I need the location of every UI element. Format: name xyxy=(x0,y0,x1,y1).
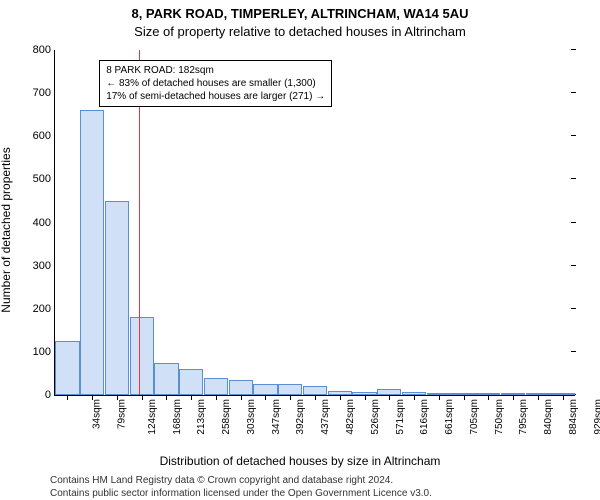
x-tick-mark xyxy=(389,395,390,400)
x-tick-label: 437sqm xyxy=(320,399,331,435)
x-tick-label: 571sqm xyxy=(395,399,406,435)
x-tick-label: 79sqm xyxy=(117,399,128,429)
y-tick-label: 500 xyxy=(33,173,55,185)
x-tick-mark xyxy=(414,395,415,400)
x-tick-label: 661sqm xyxy=(444,399,455,435)
histogram-bar xyxy=(55,341,79,395)
x-tick-mark xyxy=(117,395,118,400)
y-tick-label: 800 xyxy=(33,44,55,56)
y-tick-label: 200 xyxy=(33,303,55,315)
attribution-footer: Contains HM Land Registry data © Crown c… xyxy=(50,475,580,500)
y-tick-mark xyxy=(571,92,576,93)
histogram-bar xyxy=(80,110,104,395)
x-tick-label: 34sqm xyxy=(92,399,103,429)
y-tick-label: 0 xyxy=(45,389,55,401)
x-tick-label: 347sqm xyxy=(271,399,282,435)
histogram-bar xyxy=(179,369,203,395)
x-tick-mark xyxy=(340,395,341,400)
x-tick-label: 482sqm xyxy=(345,399,356,435)
x-tick-mark xyxy=(92,395,93,400)
x-tick-label: 616sqm xyxy=(419,399,430,435)
x-tick-label: 929sqm xyxy=(593,399,600,435)
annotation-line: ← 83% of detached houses are smaller (1,… xyxy=(106,77,325,90)
y-tick-mark xyxy=(571,135,576,136)
histogram-bar xyxy=(154,363,178,395)
x-tick-mark xyxy=(365,395,366,400)
y-axis-label: Number of detached properties xyxy=(0,147,13,312)
histogram-bar xyxy=(204,378,228,395)
y-tick-label: 100 xyxy=(33,346,55,358)
x-tick-mark xyxy=(142,395,143,400)
x-tick-label: 392sqm xyxy=(296,399,307,435)
y-tick-mark xyxy=(571,222,576,223)
y-tick-mark xyxy=(571,265,576,266)
y-tick-label: 400 xyxy=(33,217,55,229)
histogram-bar xyxy=(253,384,277,395)
x-axis-label: Distribution of detached houses by size … xyxy=(0,454,600,468)
x-tick-label: 258sqm xyxy=(221,399,232,435)
chart-title-subtitle: Size of property relative to detached ho… xyxy=(0,24,600,39)
x-tick-mark xyxy=(563,395,564,400)
chart-title-address: 8, PARK ROAD, TIMPERLEY, ALTRINCHAM, WA1… xyxy=(0,6,600,21)
x-tick-label: 168sqm xyxy=(172,399,183,435)
histogram-plot: 010020030040050060070080034sqm79sqm124sq… xyxy=(54,50,575,396)
x-tick-label: 884sqm xyxy=(568,399,579,435)
y-tick-mark xyxy=(571,49,576,50)
y-tick-mark xyxy=(571,178,576,179)
x-tick-mark xyxy=(464,395,465,400)
x-tick-label: 213sqm xyxy=(197,399,208,435)
x-tick-label: 705sqm xyxy=(469,399,480,435)
y-tick-label: 700 xyxy=(33,87,55,99)
x-tick-label: 840sqm xyxy=(543,399,554,435)
x-tick-mark xyxy=(488,395,489,400)
x-tick-mark xyxy=(290,395,291,400)
x-tick-mark xyxy=(439,395,440,400)
y-tick-label: 300 xyxy=(33,260,55,272)
histogram-bar xyxy=(105,201,129,395)
y-tick-mark xyxy=(571,351,576,352)
x-tick-mark xyxy=(265,395,266,400)
footer-line-2: Contains public sector information licen… xyxy=(50,488,580,500)
x-tick-mark xyxy=(191,395,192,400)
x-tick-label: 795sqm xyxy=(518,399,529,435)
y-tick-mark xyxy=(571,308,576,309)
x-tick-mark xyxy=(513,395,514,400)
x-tick-mark xyxy=(241,395,242,400)
annotation-line: 8 PARK ROAD: 182sqm xyxy=(106,64,325,77)
annotation-box: 8 PARK ROAD: 182sqm← 83% of detached hou… xyxy=(99,60,332,107)
y-tick-label: 600 xyxy=(33,130,55,142)
histogram-bar xyxy=(229,380,253,395)
histogram-bar xyxy=(278,384,302,395)
annotation-line: 17% of semi-detached houses are larger (… xyxy=(106,90,325,103)
x-tick-label: 526sqm xyxy=(370,399,381,435)
x-tick-label: 303sqm xyxy=(246,399,257,435)
x-tick-mark xyxy=(166,395,167,400)
x-tick-mark xyxy=(216,395,217,400)
histogram-bar xyxy=(130,317,154,395)
x-tick-mark xyxy=(67,395,68,400)
x-tick-label: 750sqm xyxy=(494,399,505,435)
footer-line-1: Contains HM Land Registry data © Crown c… xyxy=(50,475,580,488)
histogram-bar xyxy=(303,386,327,395)
x-tick-mark xyxy=(315,395,316,400)
x-tick-mark xyxy=(538,395,539,400)
x-tick-label: 124sqm xyxy=(147,399,158,435)
